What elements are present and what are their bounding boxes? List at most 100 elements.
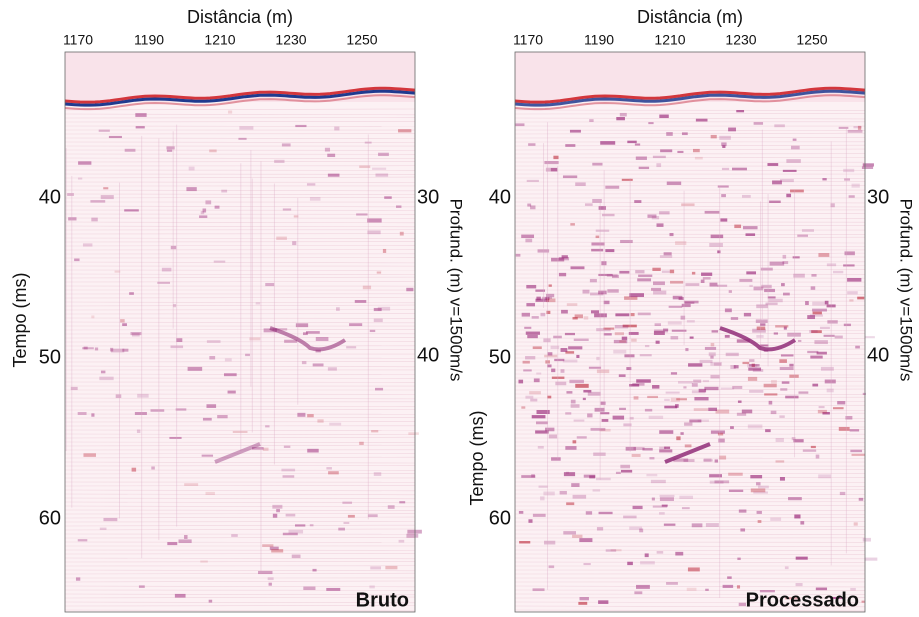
reflection <box>560 369 565 373</box>
reflection <box>367 218 382 223</box>
reflection <box>654 323 661 327</box>
reflection <box>795 556 808 560</box>
reflection <box>765 302 778 305</box>
reflection <box>772 180 782 185</box>
reflection <box>738 602 746 607</box>
reflection <box>545 360 550 364</box>
reflection <box>336 307 340 311</box>
trace-line <box>514 521 866 523</box>
reflection <box>328 471 339 475</box>
trace-line <box>514 509 866 511</box>
reflection <box>810 286 816 290</box>
reflection <box>634 200 642 203</box>
reflection <box>592 489 601 492</box>
reflection <box>752 328 766 333</box>
reflection <box>751 363 755 367</box>
reflection <box>528 143 536 146</box>
reflection <box>518 379 524 384</box>
reflection <box>656 163 662 168</box>
reflection <box>734 224 742 229</box>
reflection <box>631 338 637 342</box>
reflection <box>622 324 637 328</box>
reflection <box>733 365 739 369</box>
reflection <box>525 395 534 399</box>
reflection <box>811 330 822 333</box>
reflection <box>157 281 171 284</box>
reflection <box>570 399 576 404</box>
reflection <box>373 307 382 312</box>
reflection <box>680 432 684 435</box>
reflection <box>647 214 657 218</box>
reflection <box>703 459 714 462</box>
reflection <box>373 472 382 476</box>
reflection <box>627 140 637 144</box>
reflection <box>624 296 638 300</box>
trace-line <box>514 605 866 608</box>
reflection <box>689 336 694 339</box>
trace-line <box>64 365 416 368</box>
reflection <box>228 110 233 114</box>
reflection <box>832 270 844 274</box>
reflection <box>408 432 419 435</box>
x-tick-label: 1170 <box>63 32 93 48</box>
reflection <box>659 446 666 450</box>
reflection <box>797 339 802 342</box>
trace-line <box>514 217 866 220</box>
reflection <box>664 446 671 449</box>
reflection <box>681 132 688 136</box>
reflection <box>110 348 125 353</box>
reflection <box>295 323 309 328</box>
event <box>214 442 261 464</box>
reflection <box>589 119 594 123</box>
reflection <box>704 386 719 391</box>
reflection <box>83 346 88 350</box>
reflection <box>272 513 278 518</box>
reflection <box>593 452 606 456</box>
reflection <box>68 217 77 221</box>
reflection <box>619 270 630 274</box>
reflection <box>650 479 666 484</box>
reflection <box>710 342 715 347</box>
reflection <box>614 325 629 329</box>
reflection <box>129 292 134 295</box>
reflection <box>531 415 546 419</box>
reflection <box>720 218 728 222</box>
reflection <box>853 522 858 526</box>
reflection <box>785 395 799 399</box>
trace-line <box>64 225 416 228</box>
reflection <box>619 340 626 343</box>
reflection <box>546 298 556 303</box>
reflection <box>623 515 637 519</box>
reflection <box>858 497 864 501</box>
reflection <box>791 145 800 150</box>
trace-line <box>64 472 416 475</box>
reflection <box>100 195 114 200</box>
reflection <box>268 582 272 586</box>
reflection <box>532 513 546 517</box>
trace-line <box>64 205 416 208</box>
reflection <box>312 568 317 572</box>
plot-frame <box>64 51 416 613</box>
reflection <box>789 363 794 367</box>
reflection <box>359 165 371 169</box>
reflection <box>756 510 762 514</box>
reflection <box>830 596 843 600</box>
reflection <box>382 248 387 253</box>
reflection <box>583 563 591 566</box>
reflection <box>536 372 542 375</box>
trace-line <box>514 117 866 120</box>
reflection <box>570 223 575 226</box>
x-tick-label: 1230 <box>275 32 306 48</box>
reflection <box>709 282 718 287</box>
reflection <box>354 300 367 303</box>
reflection <box>596 328 611 332</box>
reflection <box>812 308 827 312</box>
reflection <box>610 549 622 552</box>
reflection <box>685 348 689 352</box>
reflection <box>811 274 817 277</box>
reflection <box>309 197 321 201</box>
trace-line <box>514 132 866 135</box>
reflection <box>312 363 324 367</box>
reflection <box>812 383 819 387</box>
reflection <box>561 309 568 314</box>
